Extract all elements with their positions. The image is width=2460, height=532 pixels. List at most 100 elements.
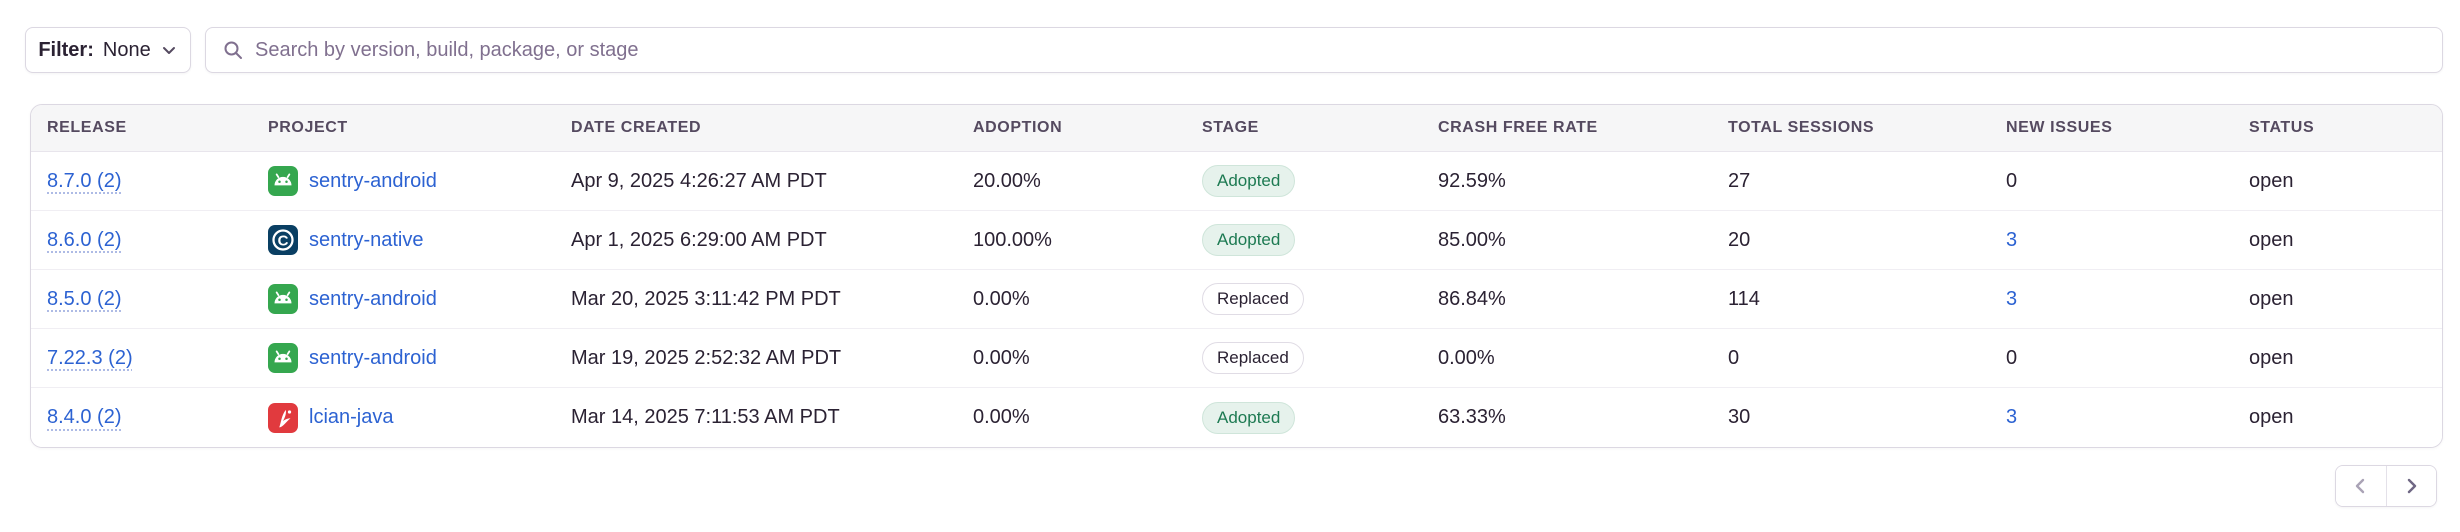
adoption-cell: 20.00%: [973, 169, 1041, 192]
release-link[interactable]: 8.7.0 (2): [47, 169, 122, 192]
filter-dropdown[interactable]: Filter: None: [25, 27, 191, 73]
android-icon: C: [268, 166, 298, 196]
crash-free-rate-cell: 85.00%: [1438, 228, 1506, 251]
total-sessions-cell: 20: [1728, 228, 1751, 251]
col-header-project: Project: [268, 119, 348, 136]
previous-page-button[interactable]: [2336, 466, 2386, 506]
project-cell: C sentry-native: [268, 225, 571, 255]
release-link[interactable]: 8.6.0 (2): [47, 228, 122, 251]
stage-badge: Replaced: [1202, 283, 1304, 315]
new-issues-cell: 3: [2006, 406, 2249, 429]
svg-text:C: C: [278, 233, 289, 250]
date-created-cell: Mar 14, 2025 7:11:53 AM PDT: [571, 406, 840, 428]
table-row: 8.5.0 (2) C sentry-android Mar 20, 2025 …: [31, 270, 2442, 329]
new-issues-value[interactable]: 3: [2006, 406, 2018, 428]
total-sessions-cell: 0: [1728, 346, 1740, 369]
table-row: 8.7.0 (2) C sentry-android Apr 9, 2025 4…: [31, 152, 2442, 211]
new-issues-value[interactable]: 3: [2006, 287, 2018, 310]
crash-free-rate-cell: 92.59%: [1438, 169, 1506, 192]
stage-badge: Adopted: [1202, 165, 1296, 197]
release-cell: 7.22.3 (2): [47, 347, 268, 370]
android-icon: C: [268, 284, 298, 314]
table-row: 8.6.0 (2) C sentry-native Apr 1, 2025 6:…: [31, 211, 2442, 270]
releases-table: Release Project Date Created Adoption St…: [30, 104, 2443, 448]
release-cell: 8.5.0 (2): [47, 288, 268, 311]
stage-cell: Adopted: [1202, 224, 1438, 256]
col-header-adoption: Adoption: [973, 119, 1063, 136]
status-cell: open: [2249, 287, 2294, 310]
project-link[interactable]: lcian-java: [309, 406, 394, 428]
col-header-total-sessions: Total Sessions: [1728, 119, 1875, 136]
next-page-button[interactable]: [2385, 466, 2436, 506]
adoption-cell: 0.00%: [973, 287, 1030, 310]
col-header-crash-free-rate: Crash Free Rate: [1438, 119, 1598, 136]
filter-label: Filter:: [38, 38, 94, 61]
project-link[interactable]: sentry-native: [309, 228, 424, 251]
chevron-right-icon: [2401, 476, 2421, 496]
new-issues-cell: 0: [2006, 347, 2249, 370]
new-issues-cell: 3: [2006, 229, 2249, 252]
total-sessions-cell: 114: [1728, 287, 1760, 310]
table-header-row: Release Project Date Created Adoption St…: [31, 105, 2442, 152]
release-cell: 8.4.0 (2): [47, 406, 268, 429]
new-issues-cell: 0: [2006, 170, 2249, 193]
total-sessions-cell: 30: [1728, 406, 1751, 428]
search-bar[interactable]: [205, 27, 2443, 73]
adoption-cell: 100.00%: [973, 228, 1052, 251]
status-cell: open: [2249, 228, 2294, 251]
table-row: 7.22.3 (2) C sentry-android Mar 19, 2025…: [31, 329, 2442, 388]
date-created-cell: Mar 19, 2025 2:52:32 AM PDT: [571, 346, 842, 369]
col-header-date-created: Date Created: [571, 119, 702, 136]
total-sessions-cell: 27: [1728, 169, 1751, 192]
col-header-status: Status: [2249, 119, 2315, 136]
new-issues-cell: 3: [2006, 288, 2249, 311]
table-row: 8.4.0 (2) C lcian-java Mar 14, 2025 7:11…: [31, 388, 2442, 447]
project-cell: C sentry-android: [268, 343, 571, 373]
adoption-cell: 0.00%: [973, 346, 1030, 369]
date-created-cell: Mar 20, 2025 3:11:42 PM PDT: [571, 287, 841, 310]
c-icon: C: [268, 225, 298, 255]
status-cell: open: [2249, 406, 2294, 428]
crash-free-rate-cell: 63.33%: [1438, 406, 1506, 428]
project-link[interactable]: sentry-android: [309, 287, 437, 310]
stage-cell: Replaced: [1202, 342, 1438, 374]
stage-cell: Replaced: [1202, 283, 1438, 315]
release-cell: 8.7.0 (2): [47, 170, 268, 193]
java-icon: C: [268, 402, 298, 433]
col-header-stage: Stage: [1202, 119, 1259, 136]
release-link[interactable]: 8.4.0 (2): [47, 406, 122, 428]
new-issues-value: 0: [2006, 346, 2018, 369]
chevron-down-icon: [160, 41, 178, 59]
crash-free-rate-cell: 86.84%: [1438, 287, 1506, 310]
project-cell: C sentry-android: [268, 166, 571, 196]
release-link[interactable]: 7.22.3 (2): [47, 346, 133, 369]
stage-badge: Adopted: [1202, 224, 1296, 256]
stage-badge: Adopted: [1202, 401, 1296, 434]
release-cell: 8.6.0 (2): [47, 229, 268, 252]
stage-cell: Adopted: [1202, 401, 1438, 434]
stage-badge: Replaced: [1202, 342, 1304, 374]
project-link[interactable]: sentry-android: [309, 169, 437, 192]
col-header-release: Release: [47, 119, 127, 136]
chevron-left-icon: [2351, 476, 2371, 496]
new-issues-value: 0: [2006, 169, 2018, 192]
date-created-cell: Apr 1, 2025 6:29:00 AM PDT: [571, 228, 827, 251]
release-link[interactable]: 8.5.0 (2): [47, 287, 122, 310]
project-link[interactable]: sentry-android: [309, 346, 437, 369]
project-cell: C lcian-java: [268, 402, 571, 433]
crash-free-rate-cell: 0.00%: [1438, 346, 1495, 369]
android-icon: C: [268, 343, 298, 373]
filter-value: None: [102, 38, 151, 61]
new-issues-value[interactable]: 3: [2006, 228, 2018, 251]
search-icon: [222, 39, 244, 61]
project-cell: C sentry-android: [268, 284, 571, 314]
search-input[interactable]: [255, 38, 2426, 62]
status-cell: open: [2249, 346, 2294, 369]
adoption-cell: 0.00%: [973, 406, 1030, 428]
status-cell: open: [2249, 169, 2294, 192]
col-header-new-issues: New Issues: [2006, 119, 2113, 136]
pagination: [2335, 465, 2437, 507]
date-created-cell: Apr 9, 2025 4:26:27 AM PDT: [571, 169, 827, 192]
stage-cell: Adopted: [1202, 165, 1438, 197]
